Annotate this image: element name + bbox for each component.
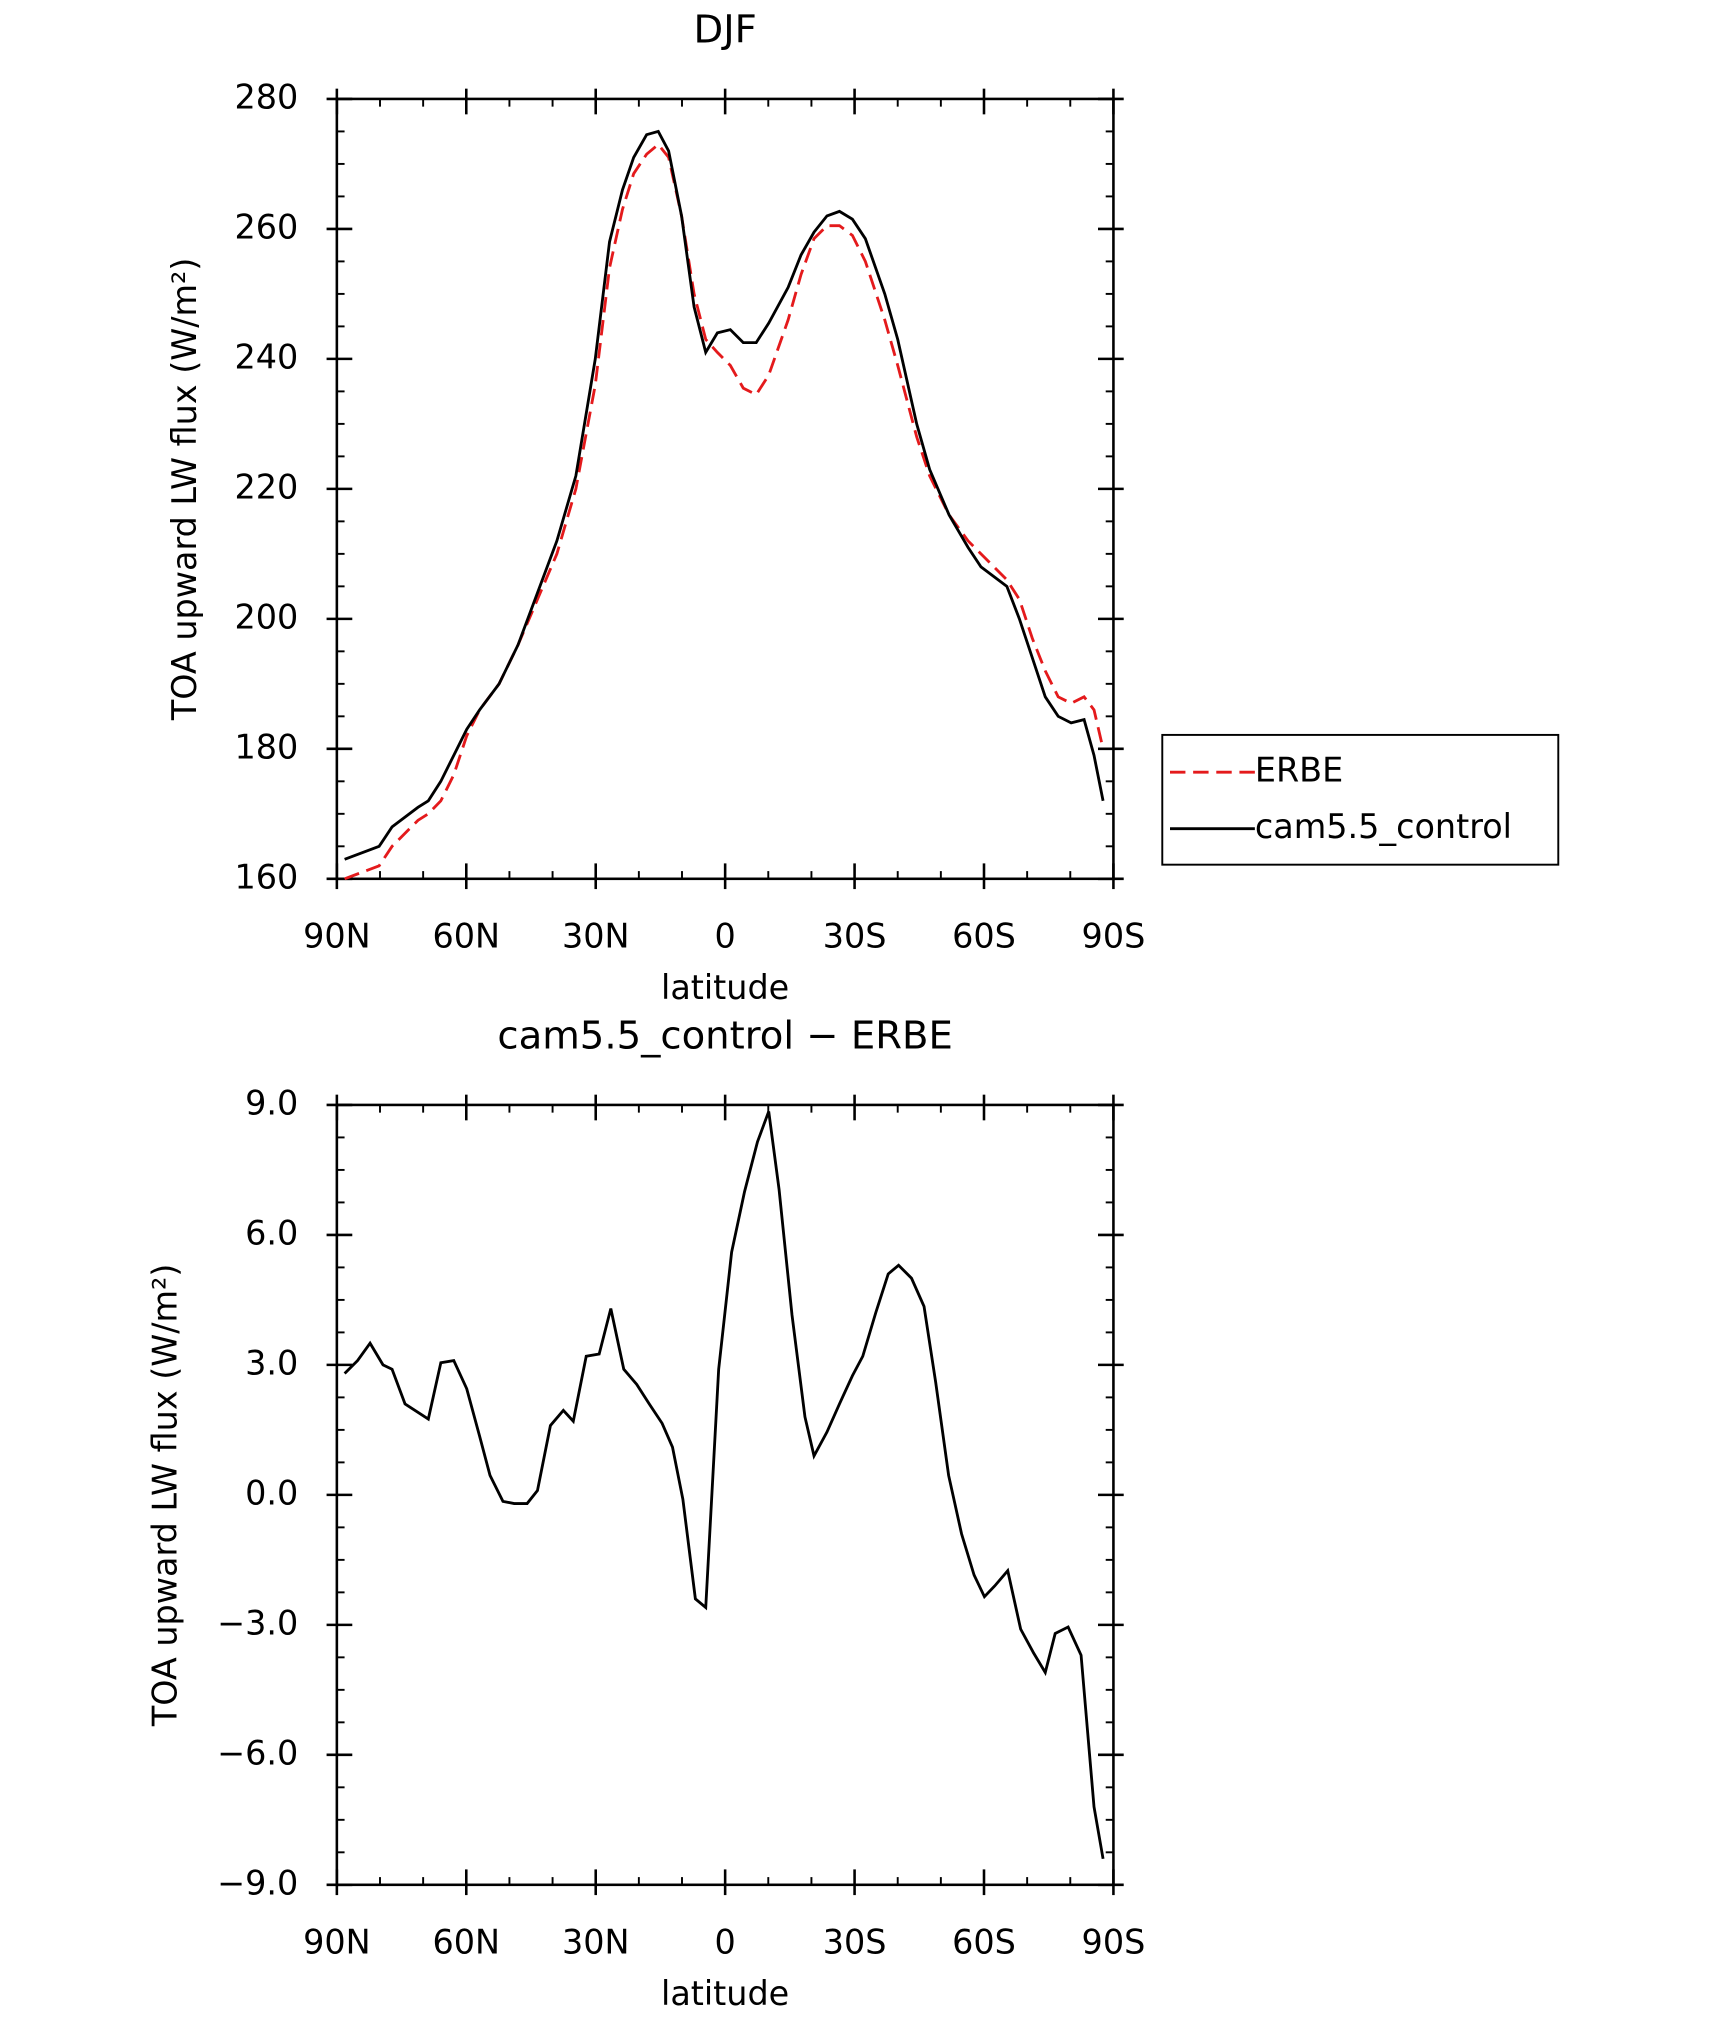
- chart-title: DJF: [694, 8, 757, 53]
- x-tick-label: 90N: [303, 1922, 371, 1961]
- data-line: [344, 129, 1105, 861]
- legend-box: [1161, 733, 1560, 866]
- y-tick-label: −6.0: [217, 1733, 298, 1772]
- y-tick-label: 180: [234, 727, 298, 766]
- y-tick-label: 3.0: [245, 1343, 298, 1382]
- y-axis-label: TOA upward LW flux (W/m²): [165, 258, 204, 722]
- legend-label: cam5.5_control: [1255, 807, 1512, 846]
- x-tick-label: 90S: [1082, 1922, 1146, 1961]
- data-line: [344, 142, 1105, 881]
- y-tick-label: 6.0: [245, 1213, 298, 1252]
- chart-title: cam5.5_control − ERBE: [497, 1014, 952, 1059]
- y-tick-label: 240: [234, 337, 298, 376]
- x-tick-label: 90N: [303, 916, 371, 955]
- y-tick-label: 220: [234, 467, 298, 506]
- y-tick-label: 200: [234, 597, 298, 636]
- y-tick-label: 9.0: [245, 1083, 298, 1122]
- x-tick-label: 0: [715, 916, 736, 955]
- x-tick-label: 30S: [823, 1922, 887, 1961]
- x-axis-label: latitude: [661, 1974, 789, 2013]
- plot-frame: [335, 1103, 1115, 1887]
- x-axis-label: latitude: [661, 968, 789, 1007]
- y-axis-label: TOA upward LW flux (W/m²): [146, 1264, 185, 1728]
- x-tick-label: 0: [715, 1922, 736, 1961]
- y-tick-label: −9.0: [217, 1863, 298, 1902]
- x-tick-label: 60N: [433, 916, 501, 955]
- legend-label: ERBE: [1255, 751, 1343, 790]
- x-tick-label: 60N: [433, 1922, 501, 1961]
- x-tick-label: 60S: [952, 1922, 1016, 1961]
- data-line: [343, 1110, 1105, 1860]
- x-tick-label: 90S: [1082, 916, 1146, 955]
- x-tick-label: 30N: [562, 916, 630, 955]
- y-tick-label: 260: [234, 207, 298, 246]
- y-tick-label: 160: [234, 857, 298, 896]
- x-tick-label: 30S: [823, 916, 887, 955]
- plot-frame: [335, 97, 1115, 881]
- x-tick-label: 30N: [562, 1922, 630, 1961]
- y-tick-label: 0.0: [245, 1473, 298, 1512]
- y-tick-label: 280: [234, 77, 298, 116]
- y-tick-label: −3.0: [217, 1603, 298, 1642]
- x-tick-label: 60S: [952, 916, 1016, 955]
